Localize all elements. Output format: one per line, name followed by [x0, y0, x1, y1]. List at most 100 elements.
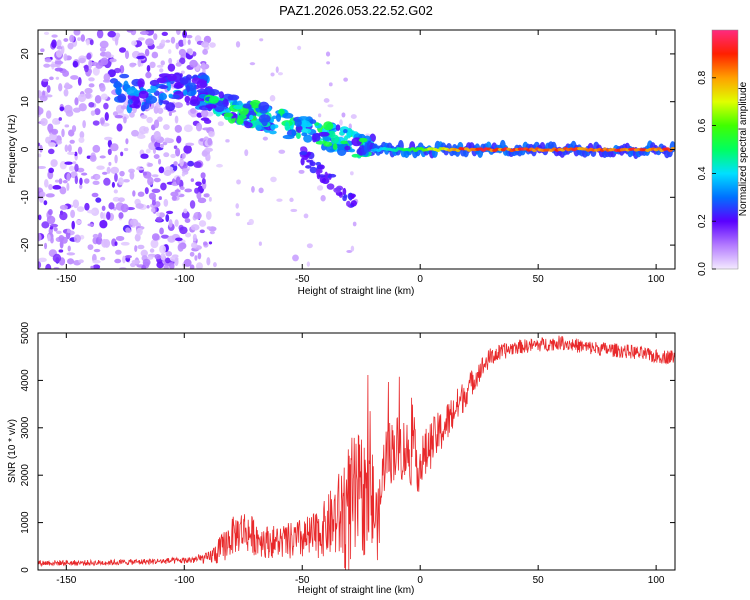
noise-blob [292, 254, 299, 262]
noise-blob [198, 220, 207, 227]
noise-blob [61, 128, 65, 138]
spectrogram-x-tick: 50 [533, 30, 545, 285]
noise-blob [47, 123, 54, 133]
upper-branch-blob [117, 93, 127, 103]
descending-trace-blob [205, 104, 217, 109]
noise-blob [174, 219, 179, 227]
noise-blob [209, 230, 215, 235]
noise-blob [63, 53, 68, 61]
lower-branch-blob [300, 157, 305, 166]
noise-blob [114, 115, 123, 119]
noise-blob [179, 57, 186, 65]
noise-blob [158, 196, 162, 201]
noise-blob [184, 218, 191, 223]
noise-blob [235, 41, 241, 48]
noise-blob [278, 149, 286, 154]
noise-blob [62, 179, 68, 184]
colorbar-tick: 0.6 [697, 118, 716, 133]
noise-blob [58, 234, 65, 242]
lower-branch-blob [342, 187, 347, 196]
descending-trace-blob [282, 112, 294, 119]
noise-blob [139, 30, 149, 36]
noise-blob [53, 227, 58, 232]
upper-branch-blob [137, 78, 145, 89]
noise-blob [76, 206, 85, 213]
noise-blob [48, 208, 53, 216]
noise-blob [107, 69, 116, 78]
noise-blob [190, 107, 197, 114]
spectrogram-x-tick-label: 50 [533, 274, 545, 285]
noise-blob [194, 255, 198, 261]
noise-blob [58, 83, 63, 92]
noise-blob [204, 193, 210, 198]
noise-blob [49, 76, 54, 81]
noise-blob [131, 129, 140, 137]
noise-blob [175, 237, 183, 242]
noise-blob [79, 177, 83, 186]
colorbar-tick: 0.0 [697, 262, 716, 276]
upper-branch-blob [126, 87, 138, 96]
noise-blob [78, 57, 86, 64]
noise-blob [323, 98, 330, 103]
lower-branch-blob [324, 171, 328, 180]
noise-blob [115, 235, 125, 241]
noise-blob [67, 42, 74, 50]
descending-trace-blob [302, 119, 307, 129]
noise-blob [50, 236, 54, 244]
spectrogram-x-tick: -150 [56, 30, 77, 285]
lower-branch-blob [316, 168, 323, 174]
noise-blob [189, 251, 195, 257]
upper-branch-blob [166, 73, 177, 82]
noise-blob [66, 172, 71, 182]
noise-blob [225, 139, 230, 143]
snr-y-tick-label: 1000 [20, 511, 31, 534]
noise-blob [200, 172, 206, 179]
snr-x-ticks: -150 -100 -50 0 50 100 [56, 333, 665, 586]
noise-blob [159, 227, 164, 235]
noise-blob [88, 59, 93, 69]
noise-blob [176, 30, 181, 36]
spectrogram-x-tick-label: -150 [56, 274, 76, 285]
noise-blob [69, 139, 75, 144]
noise-blob [169, 262, 175, 269]
upper-branch-blob [159, 85, 168, 90]
noise-blob [140, 249, 148, 257]
lower-branch-blob [306, 151, 312, 156]
noise-blob [167, 63, 176, 72]
noise-blob [122, 178, 130, 183]
noise-blob [270, 176, 277, 183]
descending-trace-blob [207, 88, 220, 96]
noise-blob [163, 169, 172, 177]
noise-blob [63, 89, 69, 97]
noise-blob [182, 37, 187, 46]
noise-blob [78, 137, 85, 143]
noise-blob [59, 186, 67, 195]
noise-blob [99, 47, 107, 53]
upper-branch-blob [145, 95, 158, 104]
spectrogram-x-label: Height of straight line (km) [298, 286, 415, 297]
noise-blob [123, 116, 127, 124]
noise-blob [258, 187, 264, 194]
noise-blob [192, 233, 197, 242]
noise-blob [88, 77, 95, 82]
noise-blob [100, 93, 108, 100]
noise-blob [178, 39, 185, 47]
noise-blob [189, 264, 195, 269]
noise-blob [54, 179, 60, 183]
noise-blob [190, 242, 198, 249]
descending-trace-blob [348, 148, 356, 153]
noise-blob [80, 34, 86, 42]
descending-trace-blob [351, 153, 360, 158]
noise-blob [114, 258, 122, 264]
descending-trace-blob [275, 113, 282, 122]
upper-branch-blob [179, 77, 189, 85]
noise-blob [166, 210, 174, 215]
noise-blob [235, 212, 240, 217]
noise-blob [77, 77, 82, 86]
noise-blob [49, 226, 54, 230]
noise-blob [170, 191, 179, 197]
spectrogram-y-tick-label: 0 [20, 146, 31, 152]
descending-trace-blob [249, 99, 262, 109]
lower-branch-blob [350, 194, 355, 199]
